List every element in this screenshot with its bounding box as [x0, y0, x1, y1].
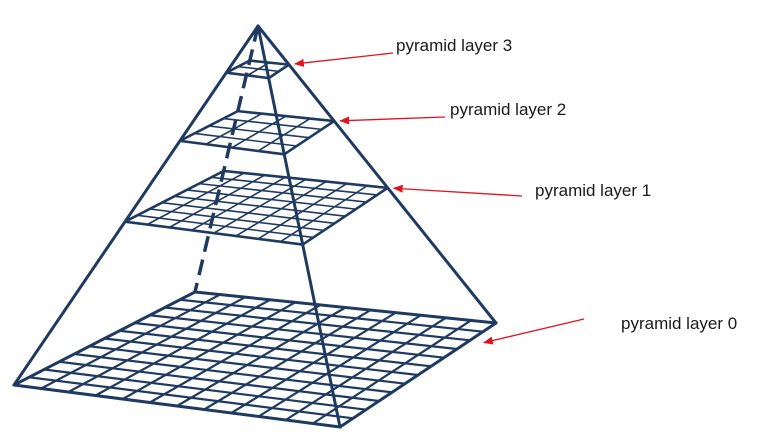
grid-line — [280, 185, 368, 243]
pyramid-edge-left — [12, 24, 260, 387]
grid-line — [257, 117, 311, 152]
grid-line — [67, 296, 246, 393]
pyramid-layer-3-grid — [224, 59, 291, 80]
grid-line — [257, 314, 422, 418]
grid-line — [94, 298, 271, 397]
pyramid-layer-1-grid — [123, 169, 390, 246]
label-pyramid-layer-0: pyramid layer 0 — [621, 314, 738, 333]
grid-line — [257, 182, 348, 240]
grid-line — [122, 301, 296, 400]
grid-line — [146, 172, 245, 226]
grid-line — [203, 309, 372, 411]
pyramid-edge-back-hidden — [193, 25, 260, 293]
arrow-layer-3 — [293, 52, 394, 67]
grid-line — [149, 303, 321, 404]
pyramid-layer-0-grid — [12, 290, 498, 429]
grid-line — [191, 176, 286, 231]
label-pyramid-layer-3: pyramid layer 3 — [396, 36, 513, 55]
grid-line — [235, 180, 327, 237]
label-pyramid-layer-2: pyramid layer 2 — [450, 100, 567, 119]
label-pyramid-layer-1: pyramid layer 1 — [535, 181, 652, 200]
pyramid-layer-2-grid — [178, 109, 336, 156]
pyramid-edge-front — [256, 24, 342, 429]
arrow-layer-2 — [339, 116, 446, 125]
grid-line — [230, 311, 397, 414]
grid-line — [285, 316, 447, 421]
arrow-layer-1 — [392, 184, 523, 197]
arrow-layer-0 — [482, 318, 585, 345]
grid-line — [312, 319, 472, 425]
grid-line — [40, 293, 221, 390]
pyramid-edge-right — [256, 24, 498, 325]
